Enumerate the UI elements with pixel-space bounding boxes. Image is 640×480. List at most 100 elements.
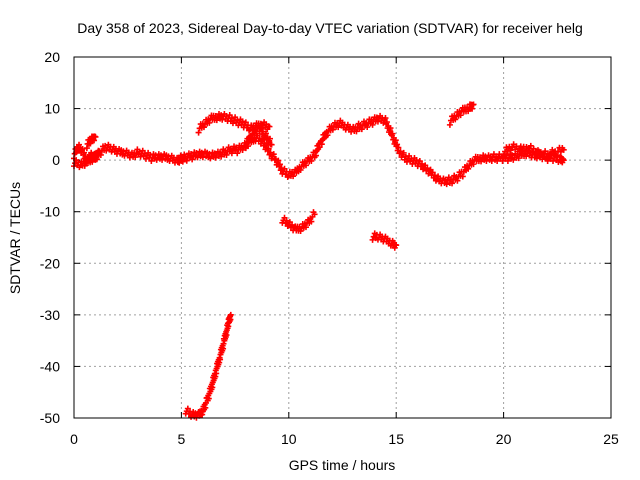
data-point (275, 157, 282, 164)
data-point (248, 136, 255, 143)
data-point (242, 145, 249, 152)
data-point (560, 157, 567, 164)
tick-layer (73, 56, 612, 419)
data-point (228, 150, 235, 157)
data-point (302, 224, 309, 231)
data-point (504, 157, 511, 164)
data-point (235, 122, 242, 129)
x-tick-label: 5 (178, 431, 186, 447)
data-point (297, 166, 304, 173)
y-tick-label: -30 (40, 307, 60, 323)
data-point (393, 242, 400, 249)
x-tick-label: 0 (70, 431, 78, 447)
data-point (406, 152, 413, 159)
data-point (308, 157, 315, 164)
data-point (81, 162, 88, 169)
series-early-low (71, 149, 101, 171)
data-point (470, 101, 477, 108)
data-point (266, 123, 273, 130)
data-point (544, 157, 551, 164)
data-point (89, 158, 96, 165)
series-early-blip (83, 133, 99, 152)
y-tick-label: 20 (44, 49, 60, 65)
x-tick-label: 15 (388, 431, 404, 447)
data-point (195, 129, 202, 136)
y-tick-label: -20 (40, 255, 60, 271)
data-point (560, 146, 567, 153)
data-point (527, 142, 534, 149)
data-point (81, 149, 88, 156)
data-point (262, 130, 269, 137)
data-point (499, 157, 506, 164)
data-point (137, 153, 144, 160)
data-point (400, 149, 407, 156)
y-tick-label: 0 (52, 152, 60, 168)
data-point (443, 181, 450, 188)
data-point (324, 132, 331, 139)
y-tick-label: -40 (40, 358, 60, 374)
data-point (227, 311, 234, 318)
y-tick-label: -10 (40, 204, 60, 220)
data-point (546, 154, 553, 161)
data-point (318, 141, 325, 148)
series-mid-cluster (242, 122, 275, 152)
data-point (311, 211, 318, 218)
y-axis-label: SDTVAR / TECUs (7, 182, 23, 294)
series-late-arc (446, 101, 477, 128)
data-point (189, 156, 196, 163)
plot-frame (73, 56, 612, 419)
data-point (232, 114, 239, 121)
y-tick-label: -50 (40, 410, 60, 426)
data-point (515, 155, 522, 162)
data-layer (71, 101, 567, 421)
data-point (397, 148, 404, 155)
data-point (369, 121, 376, 128)
series-dip-segment-2 (369, 230, 400, 251)
data-point (483, 157, 490, 164)
tick-label-layer: 0 5 10 15 20 25 -50 -40 -30 -20 -10 0 10 20 (40, 49, 619, 447)
data-point (454, 177, 461, 184)
data-point (403, 158, 410, 165)
data-point (212, 373, 219, 380)
data-point (92, 133, 99, 140)
data-point (205, 395, 212, 402)
data-point (265, 145, 272, 152)
data-point (380, 119, 387, 126)
chart-title: Day 358 of 2023, Sidereal Day-to-day VTE… (77, 20, 583, 36)
data-point (159, 156, 166, 163)
data-point (500, 152, 507, 159)
y-tick-label: 10 (44, 101, 60, 117)
data-point (79, 146, 86, 153)
data-point (302, 162, 309, 169)
x-tick-label: 25 (603, 431, 619, 447)
x-axis-label: GPS time / hours (289, 457, 396, 473)
data-point (457, 112, 464, 119)
data-point (183, 157, 190, 164)
data-point (335, 124, 342, 131)
data-point (267, 149, 274, 156)
data-point (488, 157, 495, 164)
data-point (431, 172, 438, 179)
data-point (329, 126, 336, 133)
data-point (212, 154, 219, 161)
data-point (446, 121, 453, 128)
data-point (308, 218, 315, 225)
data-point (383, 119, 390, 126)
data-point (97, 151, 104, 158)
data-point (553, 152, 560, 159)
data-point (533, 155, 540, 162)
data-point (507, 147, 514, 154)
data-point (223, 151, 230, 158)
data-point (234, 150, 241, 157)
data-point (353, 128, 360, 135)
data-point (267, 135, 274, 142)
data-point (200, 124, 207, 131)
data-point (139, 147, 146, 154)
data-point (268, 141, 275, 148)
data-point (452, 116, 459, 123)
data-point (392, 137, 399, 144)
data-point (550, 157, 557, 164)
data-point (148, 157, 155, 164)
data-point (382, 115, 389, 122)
